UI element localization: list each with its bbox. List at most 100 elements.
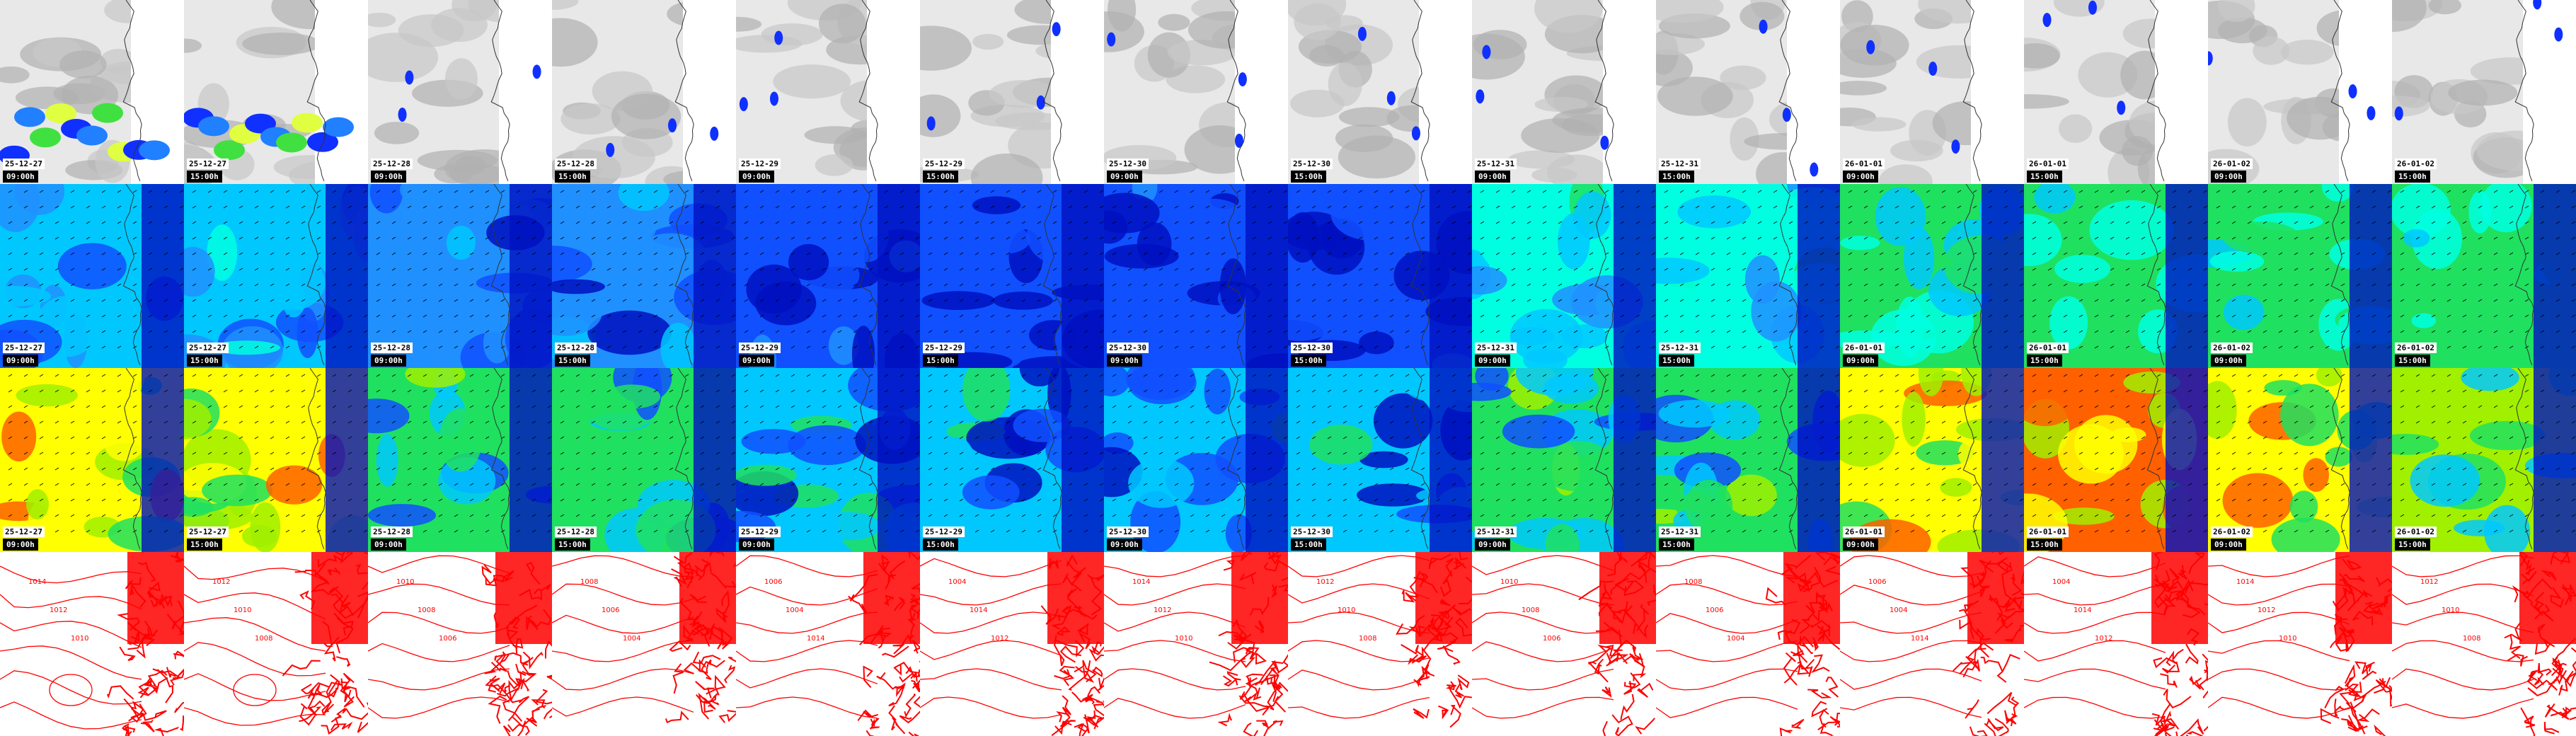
pressure-field: 1010 1008 1006 [368,552,552,736]
precipitation-map-panel: 26-01-02 09:00h [2208,0,2392,184]
precipitation-map-panel: 25-12-28 09:00h [368,0,552,184]
pressure-map-panel: 1010 1008 1006 [368,552,552,736]
pressure-map-panel: 1008 1006 1004 [1656,552,1840,736]
isobar-label: 1008 [1684,578,1702,586]
wind-map-panel: 25-12-27 09:00h [0,184,184,368]
date-label: 26-01-02 [2395,527,2437,537]
date-label: 25-12-28 [371,159,413,169]
date-label: 25-12-30 [1107,527,1149,537]
gusts-map-panel: 25-12-27 09:00h [0,368,184,552]
time-label: 09:00h [2211,171,2246,183]
date-label: 25-12-27 [187,343,229,353]
date-label: 25-12-28 [555,343,597,353]
gusts-map-panel: 26-01-02 09:00h [2208,368,2392,552]
time-label: 09:00h [1475,539,1510,551]
gusts-field [1656,368,1840,552]
timestamp-label: 26-01-02 09:00h [2211,343,2253,367]
gusts-map-panel: 25-12-30 15:00h [1288,368,1472,552]
date-label: 26-01-01 [2027,527,2069,537]
date-label: 25-12-27 [187,159,229,169]
timestamp-label: 25-12-29 15:00h [923,159,965,183]
time-label: 09:00h [371,355,406,367]
precipitation-map-panel: 25-12-29 09:00h [736,0,920,184]
pressure-field: 1006 1004 1014 [1840,552,2024,736]
timestamp-label: 25-12-27 09:00h [3,527,45,551]
gusts-field [736,368,920,552]
date-label: 25-12-31 [1475,159,1517,169]
time-label: 15:00h [2395,355,2430,367]
pressure-field: 1004 1014 1012 [920,552,1104,736]
isobar-label: 1010 [71,635,88,643]
precipitation-field [1840,0,2024,184]
isobar-label: 1012 [212,578,230,586]
date-label: 25-12-29 [739,343,781,353]
precipitation-map-panel: 25-12-31 15:00h [1656,0,1840,184]
date-label: 26-01-01 [1843,159,1885,169]
time-label: 09:00h [2211,539,2246,551]
time-label: 15:00h [923,539,958,551]
time-label: 15:00h [1659,171,1694,183]
pressure-map-panel: 1014 1012 1010 [2208,552,2392,736]
pressure-map-panel: 1012 1010 1008 [184,552,368,736]
wind-map-panel: 25-12-29 09:00h [736,184,920,368]
isobar-label: 1014 [807,635,824,643]
wind-field [2392,184,2576,368]
isobar-label: 1006 [602,606,619,614]
isobar-label: 1014 [2236,578,2254,586]
date-label: 25-12-29 [923,159,965,169]
precipitation-map-panel: 25-12-31 09:00h [1472,0,1656,184]
time-label: 15:00h [1291,355,1326,367]
timestamp-label: 25-12-27 15:00h [187,527,229,551]
date-label: 25-12-31 [1659,343,1701,353]
pressure-field: 1014 1012 1010 [2208,552,2392,736]
date-label: 25-12-31 [1475,343,1517,353]
wind-field [736,184,920,368]
wind-map-panel: 25-12-31 09:00h [1472,184,1656,368]
timestamp-label: 25-12-28 15:00h [555,159,597,183]
time-label: 09:00h [3,355,38,367]
timestamp-label: 26-01-02 15:00h [2395,343,2437,367]
precipitation-field [1104,0,1288,184]
precipitation-map-panel: 26-01-01 09:00h [1840,0,2024,184]
gusts-map-panel: 26-01-01 09:00h [1840,368,2024,552]
precipitation-field [552,0,736,184]
wind-field [1288,184,1472,368]
date-label: 25-12-31 [1659,527,1701,537]
wind-field [1472,184,1656,368]
pressure-field: 1014 1012 1010 [1104,552,1288,736]
precipitation-map-panel: 26-01-02 15:00h [2392,0,2576,184]
isobar-label: 1014 [2074,606,2091,614]
timestamp-label: 25-12-28 15:00h [555,527,597,551]
wind-field [920,184,1104,368]
gusts-field [368,368,552,552]
timestamp-label: 25-12-30 09:00h [1107,159,1149,183]
isobar-label: 1008 [255,635,272,643]
timestamp-label: 26-01-01 15:00h [2027,159,2069,183]
isobar-label: 1004 [786,606,803,614]
timestamp-label: 25-12-31 15:00h [1659,527,1701,551]
date-label: 25-12-28 [555,159,597,169]
timestamp-label: 25-12-28 15:00h [555,343,597,367]
time-label: 15:00h [187,171,222,183]
timestamp-label: 25-12-31 09:00h [1475,527,1517,551]
gusts-field [1104,368,1288,552]
isobar-label: 1012 [1154,606,1171,614]
isobar-label: 1006 [764,578,782,586]
date-label: 25-12-31 [1659,159,1701,169]
wind-map-panel: 25-12-27 15:00h [184,184,368,368]
gusts-map-panel: 25-12-30 09:00h [1104,368,1288,552]
row-pressure: 1014 1012 1010 1012 1010 1008 1010 1008 1006 1008… [0,552,2576,736]
isobar-label: 1012 [2258,606,2275,614]
timestamp-label: 26-01-02 09:00h [2211,527,2253,551]
gusts-field [1288,368,1472,552]
gusts-field [552,368,736,552]
timestamp-label: 25-12-31 09:00h [1475,343,1517,367]
date-label: 25-12-31 [1475,527,1517,537]
time-label: 15:00h [1291,171,1326,183]
wind-map-panel: 25-12-30 09:00h [1104,184,1288,368]
timestamp-label: 25-12-27 15:00h [187,159,229,183]
time-label: 09:00h [3,171,38,183]
wind-map-panel: 25-12-28 15:00h [552,184,736,368]
date-label: 25-12-30 [1291,527,1333,537]
timestamp-label: 26-01-01 09:00h [1843,159,1885,183]
